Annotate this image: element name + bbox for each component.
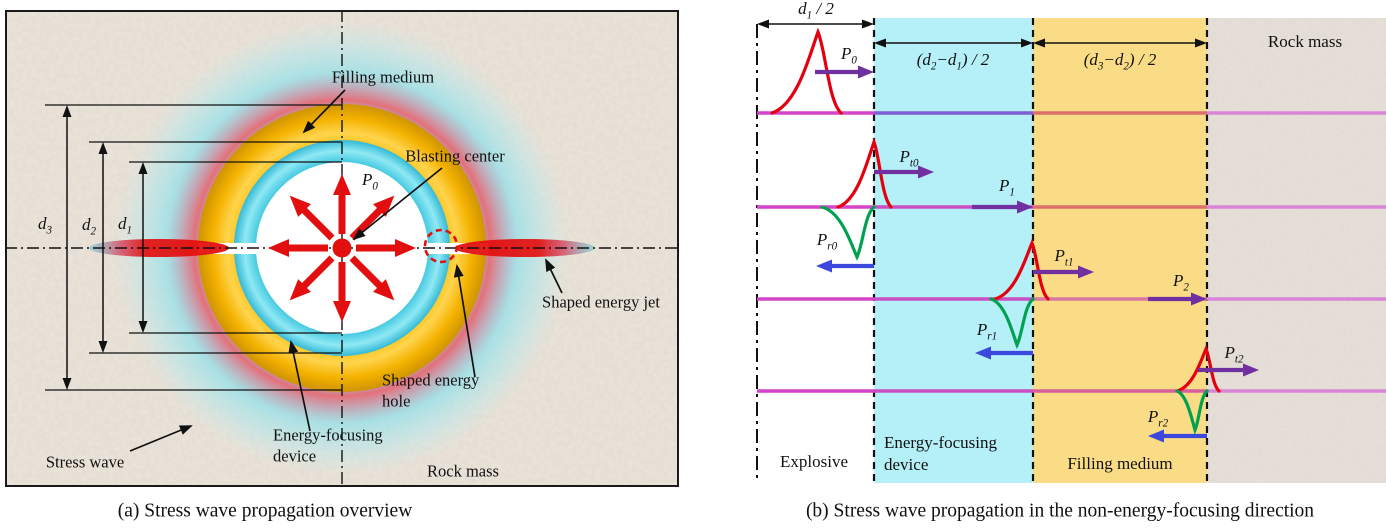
label-d2-d1-half: (d2−d1) / 2 — [916, 49, 990, 73]
leader-filling-medium — [302, 89, 346, 134]
leader-shaped-energy-hole — [453, 264, 476, 378]
label-efd-b-line2: device — [884, 455, 929, 474]
dimension-d1-half — [757, 19, 874, 29]
region-filling-medium — [1033, 18, 1207, 483]
pulse-pr1 — [989, 297, 1035, 350]
label-rock-mass-a: Rock mass — [427, 461, 499, 481]
label-d2: d2 — [81, 214, 97, 238]
pulse-pt2 — [1175, 345, 1221, 393]
label-d3-d2-half: (d3−d2) / 2 — [1083, 49, 1157, 73]
incident-pulses — [770, 27, 1221, 393]
dimension-d3-d2-half — [1033, 38, 1207, 48]
shaped-energy-jet-right — [455, 239, 595, 257]
dimension-d2 — [89, 141, 342, 354]
pulse-pt0 — [836, 137, 893, 209]
shaped-energy-hole-marker — [423, 228, 459, 264]
label-stress-wave: Stress wave — [45, 452, 125, 472]
label-pr1: Pr1 — [976, 319, 998, 343]
leader-blasting-center — [352, 167, 443, 241]
label-d1: d1 — [117, 213, 133, 237]
pulse-p0 — [770, 27, 843, 115]
blasting-center-dot — [332, 238, 352, 258]
transmitted-arrows — [815, 65, 1259, 377]
label-rock-mass-b: Rock mass — [1267, 31, 1343, 51]
pulse-pt1 — [993, 238, 1050, 301]
reflected-pulses — [820, 205, 1209, 435]
label-pr2: Pr2 — [1147, 406, 1169, 430]
dimension-d3 — [45, 104, 342, 391]
label-shaped-energy-hole-line2: hole — [382, 392, 411, 411]
label-shaped-energy-jet: Shaped energy jet — [542, 292, 660, 312]
label-p1: P1 — [999, 175, 1015, 199]
arrow-pr0 — [816, 259, 874, 273]
label-blasting-center: Blasting center — [405, 146, 505, 166]
caption-panel-a: (a) Stress wave propagation overview — [117, 500, 413, 522]
arrow-pt2 — [1198, 363, 1259, 377]
reflected-arrows — [816, 259, 1207, 443]
label-efd-b-line1: Energy-focusing — [884, 432, 997, 452]
arrow-pr1 — [975, 346, 1033, 360]
arrow-pt1 — [1033, 265, 1094, 279]
region-rock-mass — [1207, 18, 1386, 483]
dimension-d1 — [129, 161, 342, 334]
panel-a-border — [5, 10, 679, 487]
panel-a-drawing — [5, 10, 679, 487]
arrow-p0 — [815, 65, 874, 79]
label-d1-half: d1 / 2 — [798, 0, 834, 22]
arrow-p1 — [972, 200, 1033, 214]
label-p0-a: P0 — [362, 169, 378, 193]
caption-panel-b: (b) Stress wave propagation in the non-e… — [805, 500, 1315, 522]
dimension-d2-d1-half — [874, 38, 1033, 48]
label-d3: d3 — [37, 213, 53, 237]
arrow-p2 — [1148, 292, 1207, 306]
leader-arrows — [129, 89, 563, 452]
label-energy-focusing-line2: device — [273, 447, 317, 466]
label-energy-focusing-line1: Energy-focusing — [273, 425, 383, 445]
label-explosive: Explosive — [780, 451, 848, 471]
label-pt2: Pt2 — [1224, 342, 1244, 366]
label-energy-focusing-device: Energy-focusing device — [273, 425, 383, 468]
label-filling-medium-b: Filling medium — [1067, 453, 1173, 473]
label-pt1: Pt1 — [1054, 245, 1074, 269]
region-energy-focusing-device — [874, 18, 1033, 483]
label-p0-b: P0 — [841, 43, 857, 67]
label-pt0: Pt0 — [899, 146, 919, 170]
label-shaped-energy-hole-line1: Shaped energy — [382, 370, 480, 390]
label-filling-medium: Filling medium — [331, 67, 435, 87]
leader-stress-wave — [129, 425, 193, 452]
pulse-pr2 — [1175, 389, 1209, 435]
blast-arrows — [268, 174, 416, 322]
arrow-pr2 — [1148, 429, 1207, 443]
leader-energy-focusing-device — [288, 340, 311, 432]
label-p2: P2 — [1173, 270, 1189, 294]
label-pr0: Pr0 — [816, 229, 838, 253]
arrow-pt0 — [874, 165, 934, 179]
leader-shaped-energy-jet — [545, 258, 563, 294]
label-energy-focusing-device-b: Energy-focusing device — [884, 432, 997, 476]
label-shaped-energy-hole: Shaped energy hole — [382, 370, 479, 413]
pulse-pr0 — [820, 205, 876, 261]
panel-b-drawing — [756, 18, 1386, 483]
